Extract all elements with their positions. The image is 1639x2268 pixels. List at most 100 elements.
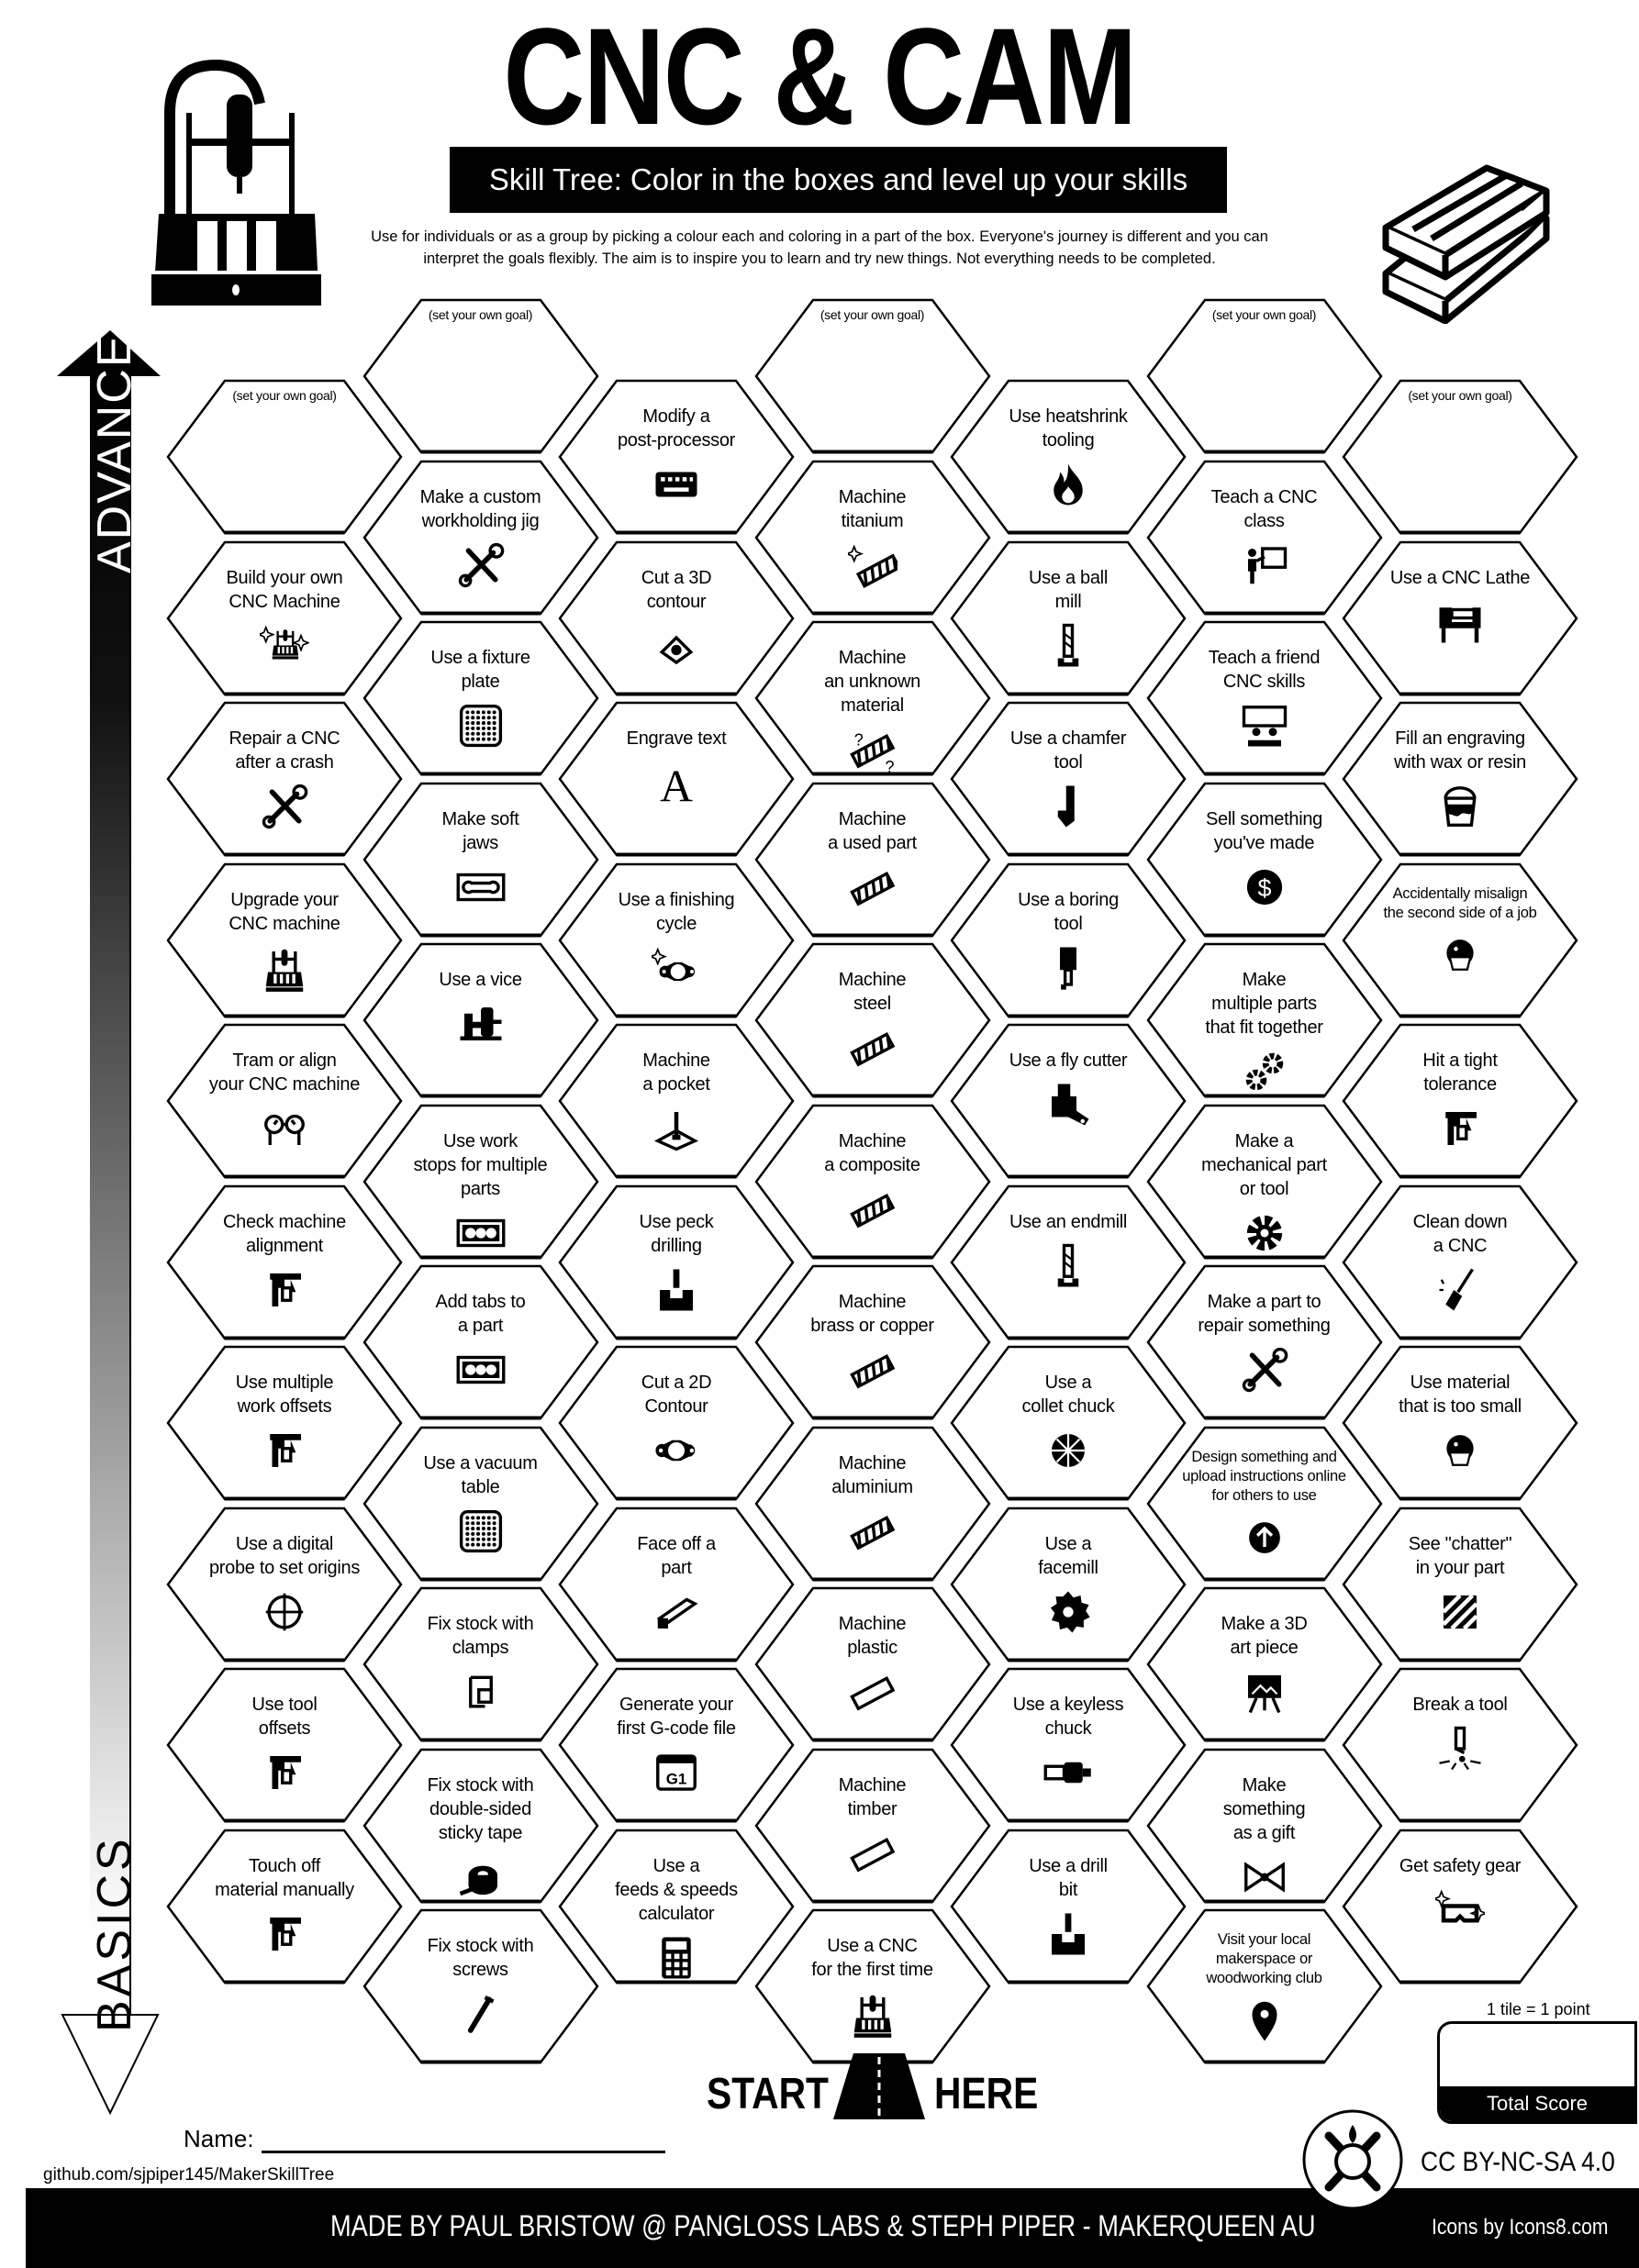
skill-tile[interactable]: Use a fly cutter — [950, 1023, 1187, 1179]
skill-tile[interactable]: Fix stock with screws — [362, 1908, 599, 2064]
skill-label: Use a fixture plate — [430, 648, 530, 692]
skill-tile[interactable]: Machine plastic — [753, 1586, 991, 1742]
material-icon — [848, 1506, 898, 1556]
skill-tile[interactable]: Hit a tight tolerance — [1342, 1023, 1578, 1179]
skill-tile[interactable]: Make something as a gift — [1145, 1748, 1383, 1904]
skill-tile[interactable]: Use a drill bit — [950, 1829, 1187, 1984]
skill-tile[interactable]: Repair a CNC after a crash — [166, 701, 403, 857]
skill-tile[interactable]: Cut a 3D contour — [558, 540, 795, 696]
skill-tile[interactable]: Use work stops for multiple parts — [362, 1104, 599, 1260]
custom-goal-tile[interactable]: (set your own goal) — [166, 379, 403, 535]
skill-label: Teach a friend CNC skills — [1208, 648, 1321, 692]
skill-tile[interactable]: Use a keyless chuck — [950, 1667, 1187, 1823]
skill-tile[interactable]: Use a vacuum table — [362, 1426, 599, 1582]
skill-tile[interactable]: Make a mechanical part or tool — [1145, 1104, 1383, 1260]
skill-tile[interactable]: Use a finishing cycle — [558, 862, 795, 1018]
skill-label: Fill an engraving with wax or resin — [1394, 728, 1526, 773]
skill-tile[interactable]: Use a chamfer tool — [950, 701, 1187, 857]
skill-tile[interactable]: Engrave text A — [558, 701, 795, 857]
skill-tile[interactable]: Use a CNC for the first time — [753, 1908, 991, 2064]
skill-tile[interactable]: Use a facemill — [950, 1506, 1187, 1662]
name-field[interactable] — [262, 2151, 665, 2153]
skill-tile[interactable]: Build your own CNC Machine — [166, 540, 403, 696]
skill-tile[interactable]: Clean down a CNC — [1342, 1184, 1578, 1340]
hexagon-outline — [166, 540, 403, 695]
skill-tile[interactable]: Fill an engraving with wax or resin — [1342, 701, 1578, 857]
skill-label: Use a keyless chuck — [1012, 1695, 1124, 1739]
skill-tile[interactable]: Check machine alignment — [166, 1184, 403, 1340]
skill-tile[interactable]: Use a fixture plate — [362, 620, 599, 776]
cnc-machine-icon — [260, 943, 309, 993]
skill-tile[interactable]: Machine timber — [753, 1748, 991, 1904]
skill-label: Use a collet chuck — [1021, 1373, 1115, 1417]
skill-tile[interactable]: Tram or align your CNC machine — [166, 1023, 403, 1179]
skill-tile[interactable]: Machine an unknown material?? — [753, 620, 991, 776]
wrench-screwdriver-icon — [456, 540, 506, 590]
skill-tile[interactable]: Generate your first G-code file G1 — [558, 1667, 795, 1823]
skill-tile[interactable]: Face off a part — [558, 1506, 795, 1662]
skill-label: Machine timber — [838, 1774, 907, 1819]
skill-tile[interactable]: Fix stock with double-sided sticky tape — [362, 1748, 599, 1904]
skill-tile[interactable]: Sell something you've made $ — [1145, 782, 1383, 938]
skill-tile[interactable]: Machine brass or copper — [753, 1264, 991, 1420]
wood-planks-icon — [1382, 164, 1550, 324]
grid-plate-icon — [456, 1506, 506, 1556]
skill-tile[interactable]: Make soft jaws — [362, 782, 599, 938]
skill-tile[interactable]: Visit your local makerspace or woodworki… — [1145, 1908, 1383, 2064]
skill-tile[interactable]: Fix stock with clamps — [362, 1586, 599, 1742]
skill-tile[interactable]: Use a collet chuck — [950, 1345, 1187, 1501]
skill-label: Fix stock with double-sided sticky tape — [427, 1774, 534, 1843]
skill-tile[interactable]: Modify a post-processor — [558, 379, 795, 535]
skill-tile[interactable]: Machine a pocket — [558, 1023, 795, 1179]
skill-tile[interactable]: Use heatshrink tooling — [950, 379, 1187, 535]
total-score-box[interactable]: Total Score — [1437, 2021, 1637, 2124]
skill-tile[interactable]: Make a custom workholding jig — [362, 460, 599, 616]
skill-tile[interactable]: Break a tool — [1342, 1667, 1578, 1823]
skill-tile[interactable]: Use peck drilling — [558, 1184, 795, 1340]
skill-tile[interactable]: Machine a composite — [753, 1104, 991, 1260]
custom-goal-tile[interactable]: (set your own goal) — [1145, 298, 1383, 454]
skill-tile[interactable]: Use multiple work offsets — [166, 1345, 403, 1501]
skill-tile[interactable]: Make multiple parts that fit together — [1145, 942, 1383, 1098]
skill-tile[interactable]: Use a boring tool — [950, 862, 1187, 1018]
gauges-icon — [260, 1104, 309, 1153]
github-link[interactable]: github.com/sjpiper145/MakerSkillTree — [43, 2165, 335, 2185]
hexagon-outline — [1342, 1345, 1578, 1501]
skill-label: Add tabs to a part — [435, 1292, 526, 1336]
skill-tile[interactable]: Use tool offsets — [166, 1667, 403, 1823]
skill-tile[interactable]: Use a ball mill — [950, 540, 1187, 696]
skill-tile[interactable]: Machine aluminium — [753, 1426, 991, 1582]
skill-tile[interactable]: Machine a used part — [753, 782, 991, 938]
skill-tile[interactable]: Teach a CNC class — [1145, 460, 1383, 616]
skill-tile[interactable]: Use a feeds & speeds calculator — [558, 1829, 795, 1984]
custom-goal-tile[interactable]: (set your own goal) — [753, 298, 991, 454]
skill-tile[interactable]: Touch off material manually — [166, 1829, 403, 1984]
face-bar-icon — [652, 1587, 701, 1637]
skill-tile[interactable]: Cut a 2D Contour — [558, 1345, 795, 1501]
skill-tile[interactable]: Accidentally misalign the second side of… — [1342, 862, 1578, 1018]
skill-tile[interactable]: Use a CNC Lathe — [1342, 540, 1578, 696]
facemill-icon — [1043, 1587, 1093, 1637]
skill-tile[interactable]: Upgrade your CNC machine — [166, 862, 403, 1018]
skill-label: Touch off material manually — [215, 1855, 354, 1900]
skill-tile[interactable]: Make a part to repair something — [1145, 1264, 1383, 1420]
skill-tile[interactable]: Teach a friend CNC skills — [1145, 620, 1383, 776]
skill-tile[interactable]: Use a digital probe to set origins — [166, 1506, 403, 1662]
skill-tile[interactable]: Make a 3D art piece — [1145, 1586, 1383, 1742]
custom-goal-tile[interactable]: (set your own goal) — [362, 298, 599, 454]
skill-tile[interactable]: Use an endmill — [950, 1184, 1187, 1340]
skill-tile[interactable]: Design something and upload instructions… — [1145, 1426, 1383, 1582]
skill-tile[interactable]: Machine steel — [753, 942, 991, 1098]
hexagon-outline — [362, 1586, 599, 1742]
lathe-icon — [1435, 597, 1485, 647]
hexagon-outline — [1145, 620, 1383, 776]
pocket-icon — [652, 1104, 701, 1153]
skill-tile[interactable]: Machine titanium — [753, 460, 991, 616]
hexagon-outline — [950, 701, 1187, 857]
skill-tile[interactable]: Use a vice — [362, 942, 599, 1098]
skill-tile[interactable]: See "chatter" in your part — [1342, 1506, 1578, 1662]
custom-goal-tile[interactable]: (set your own goal) — [1342, 379, 1578, 535]
skill-tile[interactable]: Add tabs to a part — [362, 1264, 599, 1420]
skill-tile[interactable]: Use material that is too small — [1342, 1345, 1578, 1501]
skill-tile[interactable]: Get safety gear — [1342, 1829, 1578, 1984]
